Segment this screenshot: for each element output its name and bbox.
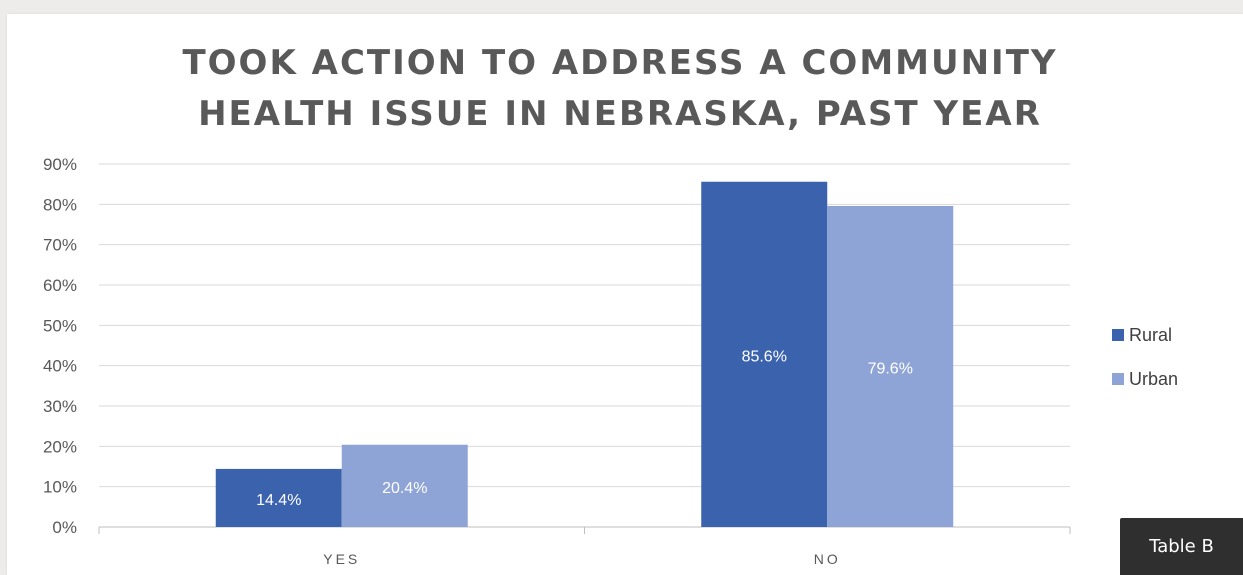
y-tick-label: 10% <box>43 478 77 497</box>
chart-card <box>7 14 1243 575</box>
legend-swatch-urban <box>1112 373 1124 385</box>
y-tick-label: 80% <box>43 195 77 214</box>
y-tick-label: 30% <box>43 397 77 416</box>
y-tick-label: 50% <box>43 316 77 335</box>
legend-item-urban: Urban <box>1112 364 1178 394</box>
legend: Rural Urban <box>1112 320 1178 408</box>
data-label: 79.6% <box>868 360 913 377</box>
bar <box>827 205 954 528</box>
data-label: 85.6% <box>742 348 787 365</box>
legend-item-rural: Rural <box>1112 320 1178 350</box>
bar <box>701 181 828 527</box>
legend-label-urban: Urban <box>1129 368 1179 389</box>
y-tick-label: 70% <box>43 236 77 255</box>
table-badge: Table B <box>1120 518 1243 575</box>
x-tick-label: NO <box>814 551 841 567</box>
y-tick-label: 90% <box>43 155 77 174</box>
x-tick-label: YES <box>323 551 360 567</box>
y-tick-label: 40% <box>43 357 77 376</box>
data-label: 14.4% <box>256 492 301 509</box>
y-tick-label: 60% <box>43 276 77 295</box>
chart-title: TOOK ACTION TO ADDRESS A COMMUNITY HEALT… <box>182 43 1058 134</box>
y-tick-label: 20% <box>43 437 77 456</box>
bar <box>341 444 468 527</box>
legend-label-rural: Rural <box>1129 324 1173 345</box>
bar <box>215 468 342 527</box>
y-tick-label: 0% <box>52 518 77 537</box>
legend-swatch-rural <box>1112 329 1124 341</box>
data-label: 20.4% <box>382 480 427 497</box>
